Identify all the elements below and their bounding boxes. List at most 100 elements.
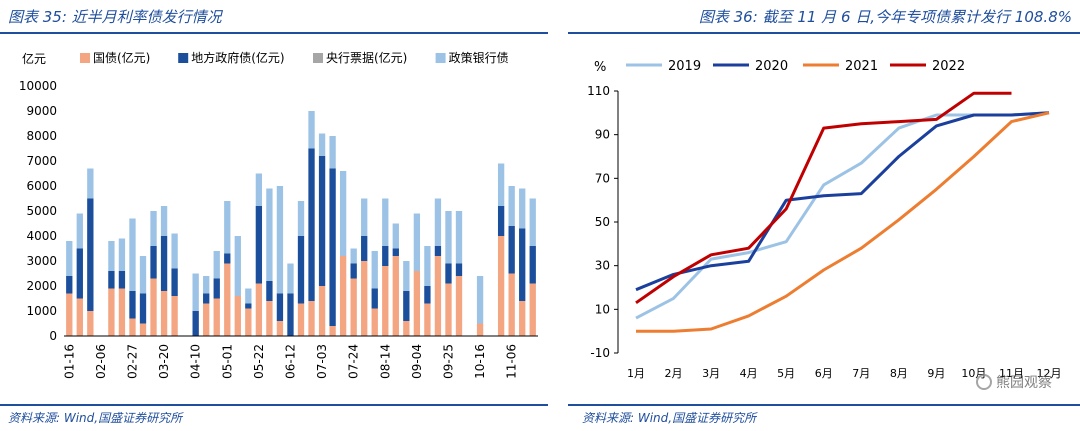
legend-label-2022: 2022 [932,59,965,74]
bar-国债(亿元)-1 [76,298,83,336]
line-chart: % 2019 2020 2021 2022 -10 10 30 50 70 90 110 1月 2月 3月 4… [587,59,1061,380]
bar-政策银行债-13 [203,276,210,294]
legend-swatch-2 [313,53,323,63]
bar-地方政府债(亿元)-30 [382,246,389,266]
right-title-rule [568,32,1080,34]
bar-国债(亿元)-22 [297,303,305,336]
y-tick-label: 110 [587,84,610,98]
bar-国债(亿元)-0 [66,293,73,336]
y-tick-label: 9000 [26,104,57,118]
bar-地方政府债(亿元)-27 [350,263,357,279]
bar-政策银行债-24 [318,133,326,156]
bar-地方政府债(亿元)-42 [508,226,515,274]
bar-国债(亿元)-16 [234,296,241,336]
bar-政策银行债-19 [266,188,273,281]
bar-政策银行债-5 [118,238,126,271]
bar-地方政府债(亿元)-9 [160,236,168,291]
bar-地方政府债(亿元)-23 [308,148,315,301]
y-tick-label: 3000 [26,254,57,268]
bar-国债(亿元)-5 [118,288,126,336]
bar-国债(亿元)-32 [403,321,410,336]
bar-政策银行债-44 [529,198,536,246]
legend-label-0: 国债(亿元) [93,50,150,65]
left-panel: 图表 35: 近半月利率债发行情况 亿元 国债(亿元) 地方政府债(亿元) 央行票据(… [0,8,548,425]
bar-政策银行债-16 [234,236,241,296]
bar-地方政府债(亿元)-19 [266,281,273,301]
bar-政策银行债-42 [508,186,515,226]
bar-国债(亿元)-33 [413,271,421,336]
bar-国债(亿元)-4 [108,288,115,336]
bar-国债(亿元)-44 [529,283,536,336]
y-tick-label: 30 [595,259,610,273]
bar-地方政府债(亿元)-35 [434,246,442,256]
bar-地方政府债(亿元)-22 [297,236,305,304]
bar-地方政府债(亿元)-0 [66,276,73,294]
legend-swatch-1 [178,53,189,63]
legend-label-2020: 2020 [755,59,788,74]
bar-国债(亿元)-8 [150,278,157,336]
bar-地方政府债(亿元)-12 [192,311,199,336]
bar-国债(亿元)-2 [87,311,94,336]
bar-地方政府债(亿元)-8 [150,246,157,279]
bar-地方政府债(亿元)-15 [224,253,231,264]
x-tick-label: 6月 [815,367,833,380]
bar-地方政府债(亿元)-1 [76,248,83,299]
x-tick-label: 9月 [927,367,945,380]
bar-政策银行债-28 [361,198,368,236]
bar-政策银行债-35 [434,198,442,246]
bar-国债(亿元)-13 [203,303,210,336]
bar-政策银行债-41 [497,163,505,206]
x-tick-label: 02-06 [94,344,108,379]
bar-政策银行债-0 [66,241,73,276]
bar-地方政府债(亿元)-2 [87,198,94,311]
bar-国债(亿元)-7 [139,323,147,336]
y-tick-label: -10 [590,346,610,360]
y-tick-label: 6000 [26,179,57,193]
bar-政策银行债-32 [403,261,410,291]
bar-政策银行债-9 [160,206,168,236]
bar-政策银行债-17 [245,288,252,304]
bar-地方政府债(亿元)-43 [519,228,526,301]
bar-国债(亿元)-26 [339,256,347,336]
bar-国债(亿元)-34 [424,303,431,336]
y-tick-label: 0 [49,329,57,343]
bar-政策银行债-43 [519,188,526,229]
bar-地方政府债(亿元)-32 [403,291,410,321]
bar-政策银行债-37 [455,211,463,264]
right-source: 资料来源: Wind,国盛证券研究所 [582,411,757,425]
bar-地方政府债(亿元)-21 [287,293,294,336]
bar-政策银行债-2 [87,168,94,199]
bar-地方政府债(亿元)-10 [171,268,178,296]
left-source: 资料来源: Wind,国盛证券研究所 [8,411,183,425]
bar-政策银行债-22 [297,201,305,236]
y-tick-label: 50 [595,215,610,229]
y-tick-label: 1000 [26,304,57,318]
bar-政策银行债-10 [171,233,178,269]
legend-label-3: 政策银行债 [449,51,509,65]
bar-政策银行债-8 [150,211,157,246]
bar-政策银行债-21 [287,263,294,294]
y-tick-label: 8000 [26,129,57,143]
y-axis-unit: % [594,60,606,75]
watermark-text: 熊园观察 [996,375,1052,391]
bar-地方政府债(亿元)-13 [203,293,210,304]
legend-label-2021: 2021 [845,59,878,74]
bar-国债(亿元)-42 [508,273,515,336]
bar-地方政府债(亿元)-20 [276,293,284,321]
y-tick-label: 5000 [26,204,57,218]
bar-政策银行债-6 [129,218,136,291]
y-tick-label: 10000 [19,79,57,93]
x-tick-label: 1月 [627,367,645,380]
bar-政策银行债-31 [392,223,399,249]
bar-国债(亿元)-15 [224,263,231,336]
series-line-2021 [636,111,1050,333]
bar-地方政府债(亿元)-44 [529,246,536,284]
bar-国债(亿元)-36 [445,283,452,336]
bar-地方政府债(亿元)-29 [371,288,378,309]
bar-政策银行债-23 [308,111,315,149]
bar-政策银行债-34 [424,246,431,286]
bar-地方政府债(亿元)-4 [108,271,115,289]
y-tick-label: 70 [595,171,610,185]
bar-地方政府债(亿元)-34 [424,286,431,304]
legend-label-2019: 2019 [668,59,701,74]
